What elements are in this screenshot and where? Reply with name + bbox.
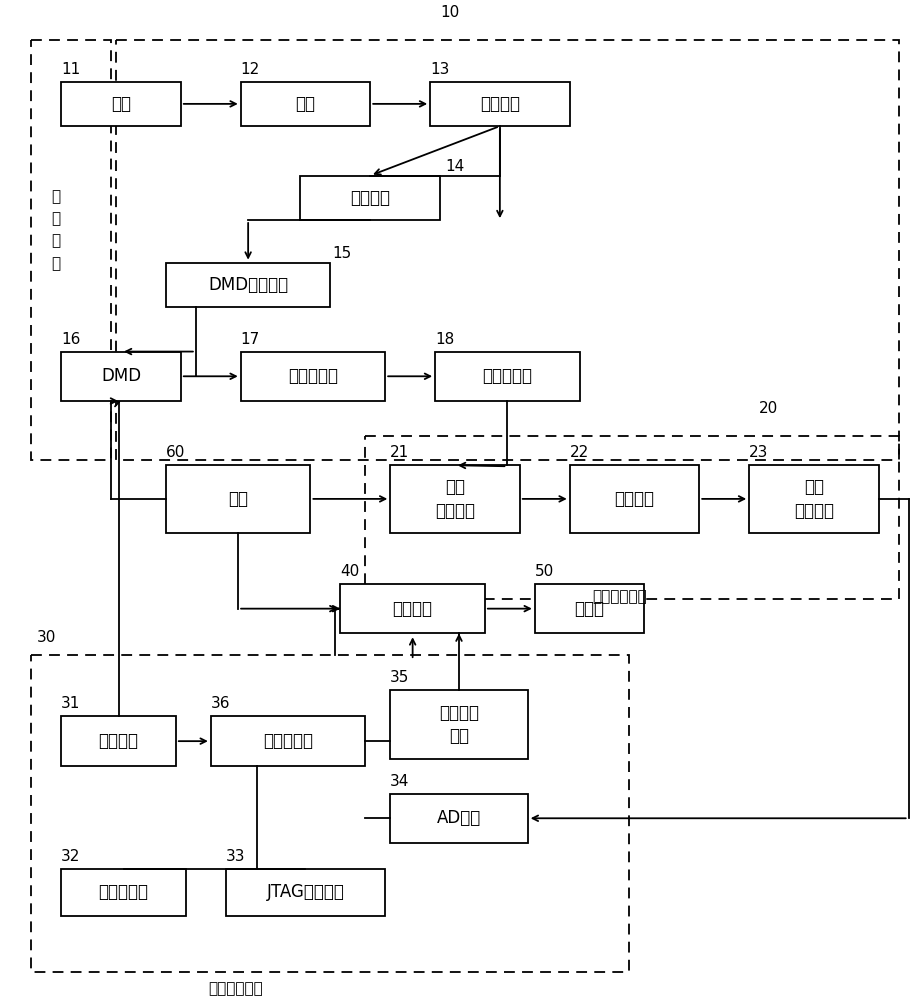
Text: 驱动电路: 驱动电路 xyxy=(99,732,139,750)
Text: 15: 15 xyxy=(332,246,352,261)
Text: 23: 23 xyxy=(749,445,769,460)
Text: 微控制芯片: 微控制芯片 xyxy=(263,732,313,750)
Text: 电源: 电源 xyxy=(228,490,248,508)
Text: 滤波电路: 滤波电路 xyxy=(614,490,655,508)
Text: 二级
放大电路: 二级 放大电路 xyxy=(794,478,834,520)
Text: 11: 11 xyxy=(61,62,80,77)
Bar xyxy=(61,716,176,766)
Bar xyxy=(430,82,570,126)
Bar xyxy=(61,869,186,916)
Text: 20: 20 xyxy=(759,401,778,416)
Text: 闪存存储器: 闪存存储器 xyxy=(99,883,149,901)
Text: 光
学
单
元: 光 学 单 元 xyxy=(52,189,61,271)
Bar xyxy=(341,584,485,633)
Text: JTAG仿真接口: JTAG仿真接口 xyxy=(267,883,344,901)
Text: 外部扩展
接口: 外部扩展 接口 xyxy=(439,704,479,745)
Bar xyxy=(365,436,898,599)
Text: 准直透镜: 准直透镜 xyxy=(480,95,519,113)
Text: 单点探测器: 单点探测器 xyxy=(482,367,532,385)
Bar xyxy=(535,584,645,633)
Text: 21: 21 xyxy=(390,445,409,460)
Text: 18: 18 xyxy=(436,332,455,347)
Text: 成像透镜组: 成像透镜组 xyxy=(288,367,338,385)
Bar xyxy=(570,465,699,533)
Bar xyxy=(31,40,111,460)
Bar xyxy=(61,352,181,401)
Bar xyxy=(166,263,331,307)
Text: 16: 16 xyxy=(61,332,80,347)
Text: 34: 34 xyxy=(390,774,410,789)
Text: 33: 33 xyxy=(226,849,246,864)
Bar xyxy=(749,465,878,533)
Text: 一级
放大电路: 一级 放大电路 xyxy=(435,478,475,520)
Bar xyxy=(436,352,580,401)
Bar xyxy=(390,690,528,759)
Text: 12: 12 xyxy=(241,62,260,77)
Text: 60: 60 xyxy=(166,445,185,460)
Bar xyxy=(241,352,385,401)
Text: 13: 13 xyxy=(430,62,449,77)
Text: 10: 10 xyxy=(440,5,459,20)
Text: 光源: 光源 xyxy=(111,95,131,113)
Text: 狭缝: 狭缝 xyxy=(296,95,316,113)
Bar xyxy=(226,869,385,916)
Text: 40: 40 xyxy=(341,564,360,579)
Text: DMD: DMD xyxy=(101,367,142,385)
Bar xyxy=(300,176,440,220)
Text: 14: 14 xyxy=(445,159,465,174)
Bar xyxy=(116,40,898,460)
Bar xyxy=(241,82,371,126)
Bar xyxy=(390,465,519,533)
Text: DMD成像透镜: DMD成像透镜 xyxy=(208,276,289,294)
Text: 传输单元: 传输单元 xyxy=(393,600,433,618)
Text: 数据处理单元: 数据处理单元 xyxy=(208,981,263,996)
Bar xyxy=(211,716,365,766)
Text: 上位机: 上位机 xyxy=(574,600,604,618)
Text: 电路调理单元: 电路调理单元 xyxy=(593,589,647,604)
Text: 31: 31 xyxy=(61,696,80,711)
Bar xyxy=(166,465,310,533)
Text: 17: 17 xyxy=(241,332,260,347)
Bar xyxy=(390,794,528,843)
Bar xyxy=(31,655,629,972)
Text: 36: 36 xyxy=(211,696,230,711)
Text: 50: 50 xyxy=(535,564,554,579)
Text: 22: 22 xyxy=(570,445,589,460)
Text: 闪耀光栅: 闪耀光栅 xyxy=(351,189,390,207)
Text: 30: 30 xyxy=(37,630,57,645)
Text: 35: 35 xyxy=(390,670,410,685)
Text: 32: 32 xyxy=(61,849,80,864)
Bar xyxy=(61,82,181,126)
Text: AD转换: AD转换 xyxy=(436,809,481,827)
